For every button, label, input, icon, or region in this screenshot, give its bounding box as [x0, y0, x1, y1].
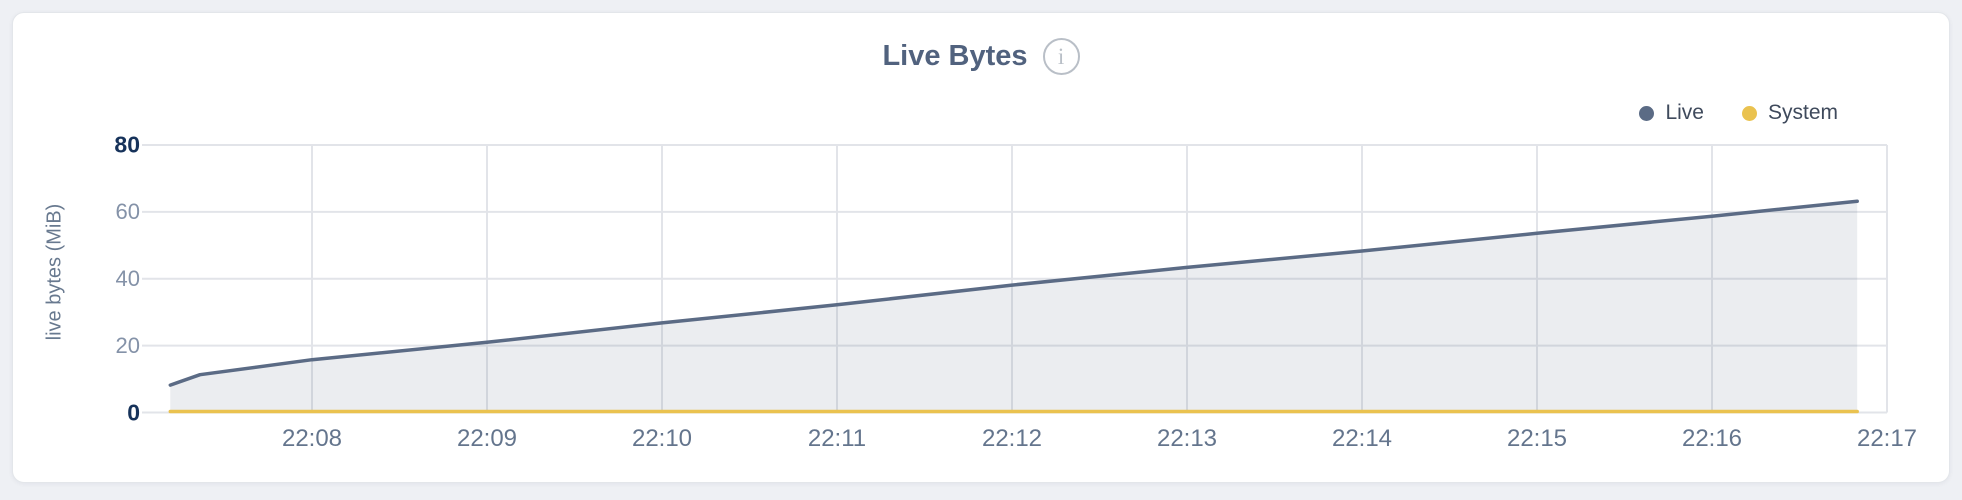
y-tick-label: 0	[127, 399, 140, 425]
y-tick-label: 20	[115, 332, 140, 358]
x-tick-label: 22:13	[1156, 425, 1218, 452]
x-tick-label: 22:14	[1331, 425, 1393, 452]
x-tick-label: 22:09	[456, 425, 518, 452]
x-tick-label: 22:10	[631, 425, 693, 452]
live-area	[170, 201, 1858, 413]
legend-label: System	[1767, 101, 1838, 124]
info-icon[interactable]: i	[1042, 37, 1080, 75]
live-line	[168, 199, 1859, 387]
chart-card	[12, 12, 1950, 483]
legend-label: Live	[1665, 101, 1704, 124]
chart-header: Live Bytes i	[0, 36, 1962, 76]
y-axis-title: live bytes (MiB)	[43, 203, 66, 341]
system-series-dot-icon	[1741, 105, 1757, 121]
x-tick-label: 22:17	[1856, 425, 1918, 452]
x-tick-label: 22:15	[1506, 425, 1568, 452]
x-tick-label: 22:08	[281, 425, 343, 452]
y-tick-label: 40	[115, 265, 140, 291]
y-tick-label: 60	[115, 198, 140, 224]
legend-item-live[interactable]: Live	[1639, 101, 1704, 125]
y-tick-label: 80	[114, 131, 140, 158]
x-tick-label: 22:12	[981, 425, 1043, 452]
live-series-dot-icon	[1639, 105, 1655, 121]
legend: Live System	[1639, 101, 1838, 125]
legend-item-system[interactable]: System	[1741, 101, 1838, 125]
x-tick-label: 22:11	[807, 425, 867, 452]
chart-title: Live Bytes	[882, 40, 1028, 72]
x-tick-label: 22:16	[1681, 425, 1743, 452]
